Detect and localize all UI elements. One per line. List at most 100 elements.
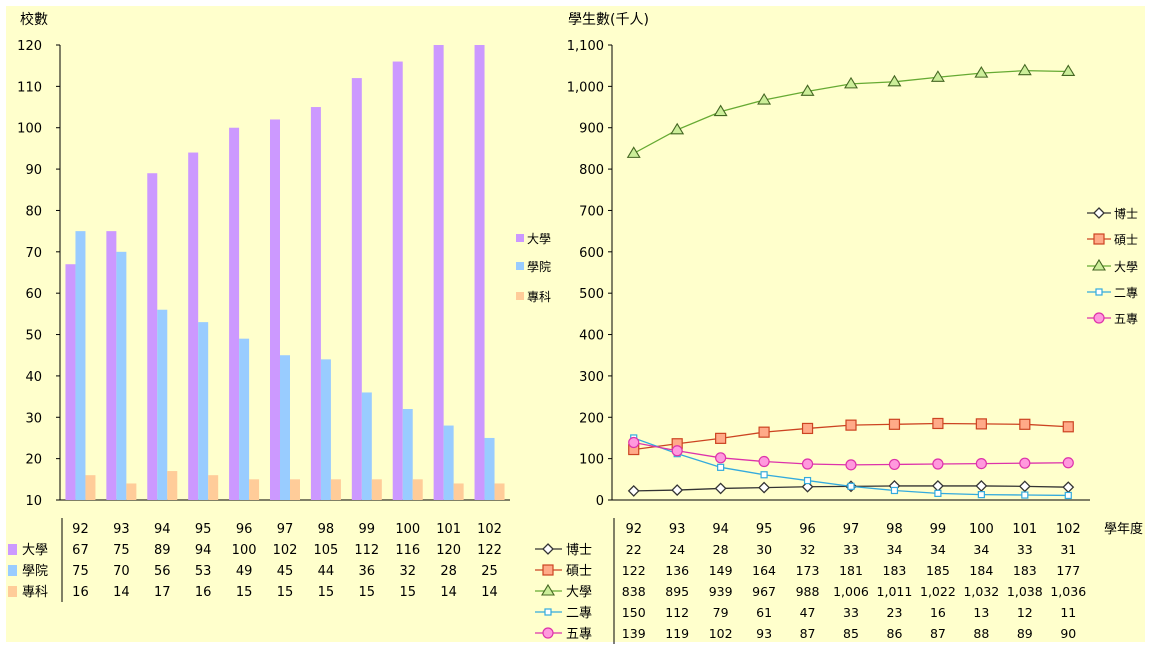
right-y-tick-label: 800: [579, 163, 604, 178]
right-legend-label-博士: 博士: [1114, 206, 1138, 221]
left-y-axis-title: 校數: [20, 11, 48, 28]
bar-大學-102: [474, 45, 485, 500]
left-legend-label-學院: 學院: [527, 260, 551, 274]
left-table-category: 96: [236, 522, 253, 537]
left-table-cell: 44: [318, 564, 335, 579]
left-y-tick-label: 120: [17, 39, 42, 54]
right-y-tick-label: 400: [579, 329, 604, 344]
left-table-cell: 14: [481, 585, 498, 600]
left-table-cell: 116: [395, 543, 420, 558]
bar-大學-93: [106, 231, 117, 501]
right-table-cell: 895: [665, 584, 689, 599]
right-y-tick-label: 1,100: [567, 39, 604, 54]
bar-學院-97: [280, 355, 290, 500]
bar-學院-93: [116, 251, 127, 500]
right-y-tick-label: 200: [579, 411, 604, 426]
bar-大學-95: [188, 152, 199, 500]
right-table-cell: 150: [622, 605, 646, 620]
right-table-cell: 13: [973, 605, 989, 620]
left-table-category: 93: [113, 522, 130, 537]
left-table-cell: 49: [236, 564, 253, 579]
right-table-cell: 185: [926, 563, 950, 578]
left-legend-swatch-學院: [516, 262, 524, 270]
right-y-tick-label: 300: [579, 370, 604, 385]
point-二專-101: [1021, 491, 1029, 499]
right-table-cell: 173: [796, 563, 820, 578]
right-table-row-label-博士: 博士: [566, 543, 592, 558]
point-五專-99: [932, 458, 944, 470]
right-table-cell: 183: [883, 563, 907, 578]
right-table-cell: 33: [1017, 542, 1033, 557]
point-二專-95: [760, 471, 768, 479]
point-二專-98: [890, 486, 899, 495]
right-table-cell: 177: [1056, 563, 1080, 578]
point-碩士-96: [801, 422, 814, 435]
left-table-category: 98: [318, 522, 335, 537]
bar-專科-97: [290, 479, 300, 500]
right-table-row-label-大學: 大學: [566, 585, 592, 600]
right-table-cell: 61: [756, 605, 772, 620]
bar-專科-93: [126, 483, 137, 500]
point-二專-96: [803, 476, 812, 485]
bar-學院-92: [75, 231, 86, 501]
right-line-chart: 學生數(千人) 0 100 200 300 400 500 600 700 800 900 1,000…: [535, 12, 1143, 644]
bar-學院-96: [239, 338, 250, 500]
point-五專-94: [715, 452, 727, 464]
right-y-tick-label: 700: [579, 204, 604, 219]
bar-專科-99: [371, 479, 382, 500]
point-大學-99: [930, 70, 945, 82]
left-table-category: 94: [154, 522, 171, 537]
right-table-cell: 11: [1060, 605, 1076, 620]
left-table-cell: 25: [481, 564, 498, 579]
left-table-row-label-專科: 專科: [22, 585, 48, 600]
bar-學院-95: [198, 322, 209, 500]
left-y-tick-label: 50: [25, 329, 42, 344]
left-table-cell: 94: [195, 543, 212, 558]
right-y-tick-label: 900: [579, 122, 604, 137]
right-y-tick-label: 600: [579, 246, 604, 261]
right-table-cell: 23: [887, 605, 903, 620]
point-五專-93: [671, 445, 683, 457]
right-table-key-marker-博士: [542, 543, 554, 555]
left-table-category: 99: [359, 522, 376, 537]
right-table-cell: 87: [930, 626, 946, 641]
point-碩士-99: [932, 417, 944, 430]
left-table-row-label-學院: 學院: [22, 564, 48, 579]
left-table-cell: 45: [277, 564, 294, 579]
point-碩士-94: [715, 432, 727, 444]
right-table-cell: 119: [665, 626, 689, 641]
left-table-swatch-專科: [8, 586, 17, 597]
right-legend-marker-大學: [1092, 258, 1106, 271]
bar-學院-100: [402, 409, 413, 500]
right-table-cell: 184: [969, 563, 993, 578]
bar-學院-99: [361, 392, 372, 500]
right-table-category: 92: [625, 522, 642, 537]
right-table-category: 99: [930, 522, 947, 537]
bar-學院-98: [320, 359, 331, 500]
bar-專科-102: [494, 483, 505, 500]
bar-大學-94: [147, 173, 158, 500]
right-table-cell: 16: [930, 605, 946, 620]
bar-大學-101: [433, 45, 444, 500]
right-table-cell: 89: [1017, 626, 1033, 641]
left-y-tick-label: 60: [25, 287, 42, 302]
right-table-cell: 139: [622, 626, 646, 641]
right-table-row-label-二專: 二專: [566, 606, 592, 621]
right-y-tick-label: 500: [579, 287, 604, 302]
left-y-tick-label: 100: [17, 122, 42, 137]
left-y-tick-label: 30: [25, 411, 42, 426]
right-table-cell: 1,032: [963, 584, 999, 599]
left-table-cell: 120: [436, 543, 461, 558]
point-大學-96: [800, 84, 815, 96]
right-table-category: 97: [843, 522, 860, 537]
right-legend-label-二專: 二專: [1114, 286, 1138, 300]
point-大學-93: [670, 122, 685, 135]
right-table-cell: 34: [973, 542, 989, 557]
point-二專-100: [977, 491, 985, 499]
point-博士-94: [714, 482, 727, 495]
point-碩士-102: [1062, 421, 1074, 433]
left-table-category: 100: [395, 522, 420, 537]
point-大學-101: [1017, 63, 1032, 76]
